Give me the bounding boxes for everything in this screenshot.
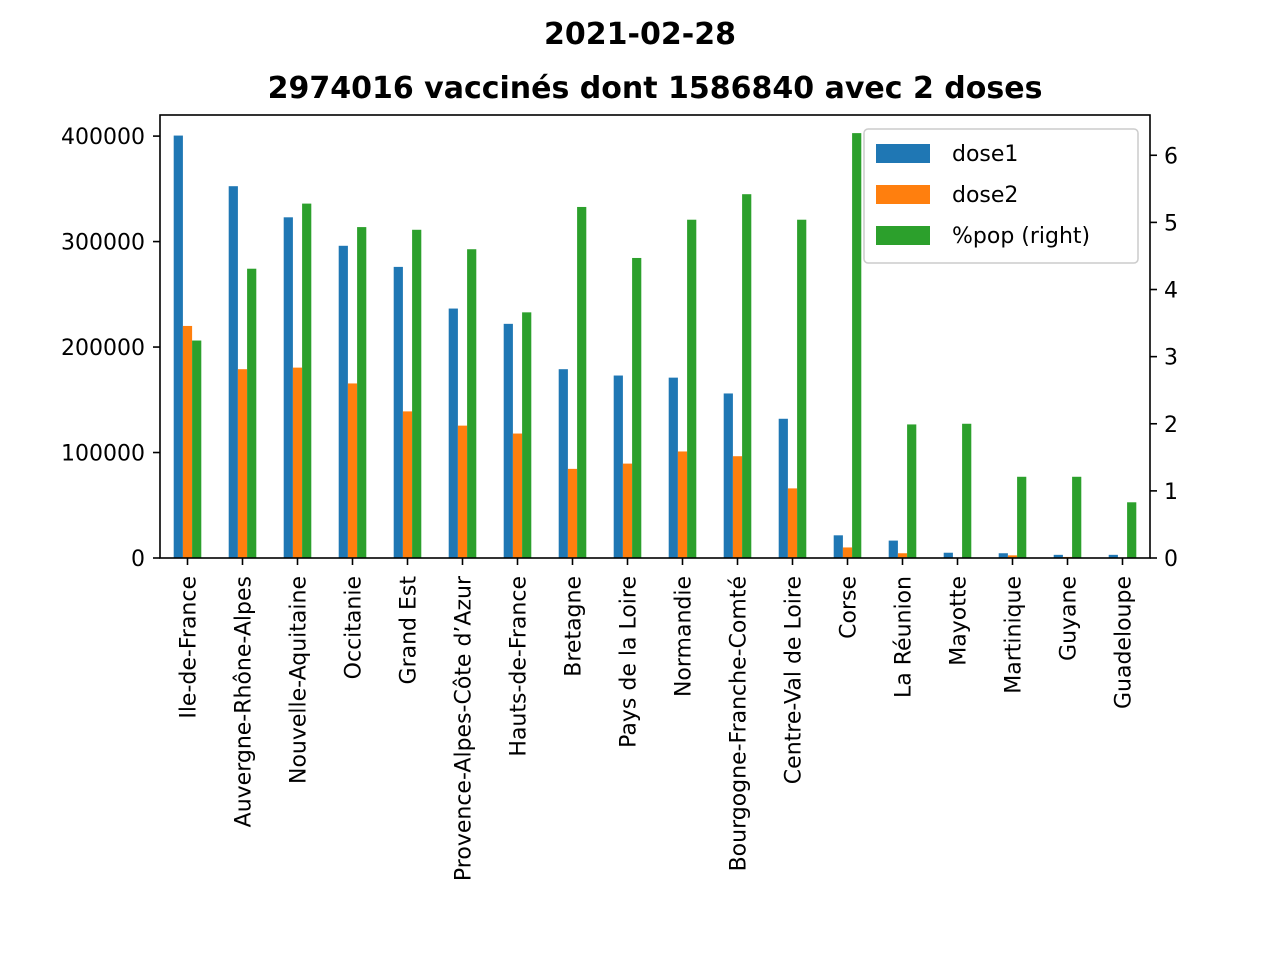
bar--pop-right--10 [742,194,752,558]
x-tick-label: Centre-Val de Loire [782,576,807,784]
bar--pop-right--9 [687,219,697,558]
bar-dose1-7 [558,369,568,558]
bar--pop-right--8 [632,257,642,558]
bar--pop-right--12 [852,133,862,558]
bar-dose2-9 [677,451,688,558]
bar-dose1-3 [338,245,348,559]
bar--pop-right--15 [1017,476,1027,558]
x-tick-label: La Réunion [892,576,917,698]
bar-dose1-13 [888,540,898,558]
legend-label-2: %pop (right) [952,224,1090,249]
y-right-tick-label: 1 [1164,480,1178,505]
bar--pop-right--16 [1072,476,1082,558]
bar--pop-right--5 [467,249,477,559]
x-tick-label: Occitanie [342,576,367,679]
x-tick-label: Normandie [672,576,697,697]
bar-dose2-12 [842,547,853,558]
bar-dose2-8 [622,463,633,558]
y-right-tick-label: 4 [1164,279,1178,304]
bar-dose2-1 [237,369,248,558]
y-left-tick-label: 100000 [61,442,145,467]
bar-dose1-4 [393,266,403,558]
bar--pop-right--3 [357,227,367,558]
bar-dose2-4 [402,411,413,558]
y-right-tick-label: 6 [1164,144,1178,169]
bar-dose2-3 [347,383,358,558]
bar-dose1-12 [833,535,843,558]
bar-dose1-14 [943,552,953,558]
y-left-tick-label: 0 [131,547,145,572]
bar-dose2-0 [182,325,193,558]
x-tick-label: Bourgogne-Franche-Comté [727,576,752,871]
axes-layer: 0 100000 200000 300000 400000 0 1 2 3 4 5 6 Ile-de-F… [61,114,1178,881]
bar-dose2-15 [1007,555,1018,558]
legend-label-0: dose1 [952,142,1018,167]
bar-dose2-7 [567,468,578,558]
bar-dose1-1 [228,186,238,558]
legend: dose1 dose2 %pop (right) [863,128,1139,264]
bar--pop-right--13 [907,424,917,558]
legend-swatch-2 [876,226,930,245]
bar--pop-right--1 [247,268,257,558]
bar-dose1-8 [613,375,623,558]
chart-subtitle: 2974016 vaccinés dont 1586840 avec 2 dos… [268,71,1043,106]
chart-title: 2021-02-28 [544,17,736,52]
bar-dose1-6 [503,323,513,558]
bar-dose1-10 [723,393,733,558]
legend-label-1: dose2 [952,183,1018,208]
bar--pop-right--14 [962,423,972,558]
x-tick-label: Martinique [1002,576,1027,694]
bar--pop-right--17 [1127,502,1137,558]
x-tick-label: Corse [837,576,862,639]
bar--pop-right--2 [302,203,312,558]
x-tick-label: Mayotte [947,576,972,666]
bar-dose1-11 [778,418,788,558]
bar-dose2-6 [512,433,523,558]
bar-dose1-17 [1108,554,1118,558]
bars-layer [173,133,1137,559]
x-tick-label: Ile-de-France [177,576,202,719]
bar--pop-right--4 [412,229,422,558]
y-right-tick-label: 5 [1164,211,1178,236]
x-tick-label: Hauts-de-France [507,576,532,757]
x-tick-label: Guyane [1057,576,1082,661]
bar-dose2-13 [897,553,908,558]
x-tick-label: Provence-Alpes-Côte d’Azur [452,575,477,881]
bar-dose1-16 [1053,554,1063,558]
y-right-tick-label: 0 [1164,547,1178,572]
legend-frame [863,128,1139,264]
legend-swatch-1 [876,185,930,204]
legend-swatch-0 [876,144,930,163]
bar-dose2-11 [787,488,798,558]
x-tick-label: Grand Est [397,576,422,685]
y-right-tick-label: 2 [1164,413,1178,438]
y-left-tick-label: 300000 [61,231,145,256]
bar-dose1-5 [448,308,458,558]
x-tick-label: Nouvelle-Aquitaine [287,576,312,784]
bar-dose1-0 [173,135,183,558]
x-tick-label: Pays de la Loire [617,576,642,748]
bar-dose1-15 [998,553,1008,558]
y-left-tick-label: 400000 [61,125,145,150]
x-tick-label: Auvergne-Rhône-Alpes [232,576,257,827]
y-right-tick-label: 3 [1164,346,1178,371]
y-left-tick-label: 200000 [61,336,145,361]
bar-dose1-9 [668,377,678,558]
bar--pop-right--11 [797,219,807,558]
x-tick-label: Guadeloupe [1112,576,1137,709]
bar-dose2-10 [732,456,743,558]
x-tick-label: Bretagne [562,576,587,677]
bar--pop-right--6 [522,312,532,558]
bar-dose2-5 [457,425,468,558]
bar-dose2-2 [292,367,303,558]
bar-dose1-2 [283,217,293,558]
bar--pop-right--7 [577,206,587,558]
bar--pop-right--0 [192,340,202,558]
plot-frame [159,114,1151,559]
